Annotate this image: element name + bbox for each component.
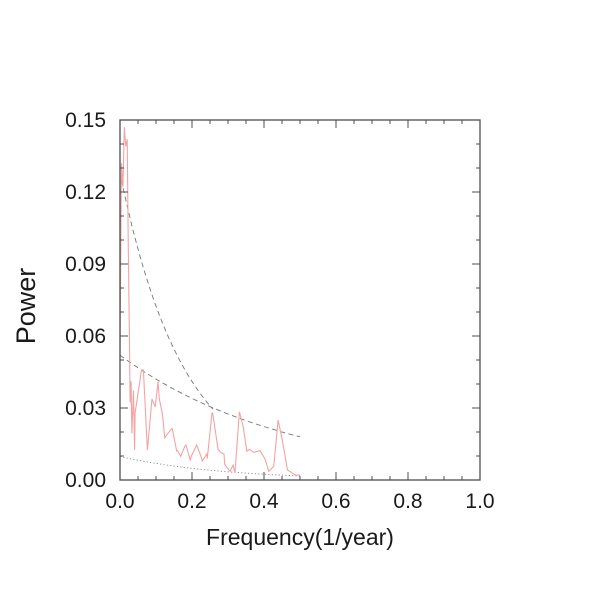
svg-text:1.0: 1.0 [465, 490, 494, 513]
svg-text:0.6: 0.6 [321, 490, 350, 513]
svg-text:0.03: 0.03 [65, 397, 106, 420]
svg-text:0.4: 0.4 [249, 490, 279, 513]
svg-text:Power: Power [11, 268, 41, 345]
svg-text:0.00: 0.00 [65, 469, 106, 492]
svg-text:0.0: 0.0 [105, 490, 134, 513]
svg-text:0.12: 0.12 [65, 181, 106, 204]
svg-text:0.8: 0.8 [393, 490, 422, 513]
svg-text:Frequency(1/year): Frequency(1/year) [206, 524, 394, 550]
svg-text:0.2: 0.2 [177, 490, 206, 513]
svg-text:0.15: 0.15 [65, 109, 106, 132]
svg-text:0.06: 0.06 [65, 325, 106, 348]
svg-text:0.09: 0.09 [65, 253, 106, 276]
